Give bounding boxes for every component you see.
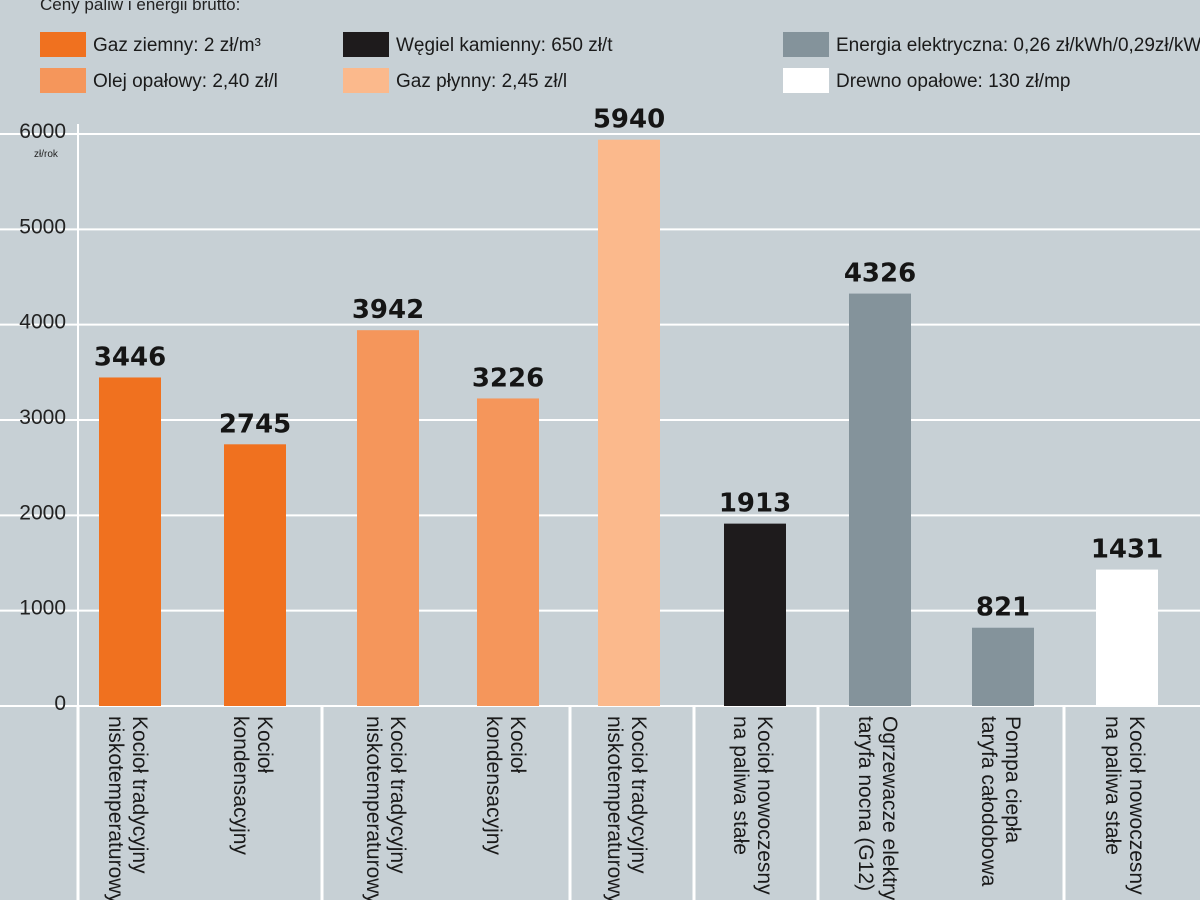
x-tick-label: Kocioł nowoczesnyna paliwa stałe — [1101, 716, 1148, 895]
x-category-label: Kociołkondensacyjny — [229, 716, 276, 855]
y-axis-unit: zł/rok — [34, 149, 59, 160]
x-tick-line: Kocioł tradycyjny — [386, 716, 409, 874]
x-tick-line: Pompa ciepła — [1001, 716, 1024, 844]
legend-swatch — [783, 68, 829, 93]
legend: Gaz ziemny: 2 zł/m³ Węgiel kamienny: 650 … — [40, 32, 1200, 93]
y-tick-label: 3000 — [19, 406, 66, 429]
bar-value-label: 821 — [976, 593, 1030, 623]
x-tick-line: Kocioł — [506, 716, 529, 774]
bar — [849, 293, 911, 706]
y-tick-label: 1000 — [19, 597, 66, 620]
x-tick-line: niskotemperaturowy — [362, 716, 385, 900]
x-tick-line: na paliwa stałe — [729, 716, 752, 855]
x-category-label: Kocioł tradycyjnyniskotemperaturowy — [104, 716, 151, 900]
x-tick-line: niskotemperaturowy — [603, 716, 626, 900]
bars: 3446 2745 3942 3226 5940 1913 4326 821 1431 — [94, 105, 1163, 707]
legend-label: Gaz ziemny: 2 zł/m³ — [93, 35, 261, 56]
x-tick-line: kondensacyjny — [229, 716, 252, 855]
bar-value-label: 1913 — [719, 489, 791, 519]
x-tick-label: Kocioł tradycyjnyniskotemperaturowy — [603, 716, 650, 900]
chart-title: Ceny paliw i energii brutto: — [40, 0, 240, 14]
x-category-label: Kocioł tradycyjnyniskotemperaturowy — [362, 716, 409, 900]
bar — [99, 377, 161, 706]
bar — [357, 330, 419, 706]
bar-value-label: 3942 — [352, 295, 424, 325]
x-tick-line: niskotemperaturowy — [104, 716, 127, 900]
legend-swatch — [40, 68, 86, 93]
bar-value-label: 5940 — [593, 105, 665, 135]
legend-swatch — [40, 32, 86, 57]
x-tick-line: kondensacyjny — [482, 716, 505, 855]
y-tick-label: 5000 — [19, 215, 66, 238]
bar — [598, 139, 660, 707]
x-tick-line: Kocioł nowoczesny — [753, 716, 776, 895]
x-category-label: Pompa ciepłataryfa całodobowa — [977, 716, 1024, 887]
x-tick-label: Kocioł tradycyjnyniskotemperaturowy — [362, 716, 409, 900]
x-tick-label: Kocioł tradycyjnyniskotemperaturowy — [104, 716, 151, 900]
x-category-label: Kocioł nowoczesnyna paliwa stałe — [1101, 716, 1148, 895]
bar-value-label: 3446 — [94, 342, 166, 372]
x-tick-label: Pompa ciepłataryfa całodobowa — [977, 716, 1024, 887]
x-tick-line: Kocioł nowoczesny — [1125, 716, 1148, 895]
x-tick-label: Kocioł nowoczesnyna paliwa stałe — [729, 716, 776, 895]
bar-value-label: 1431 — [1091, 535, 1163, 565]
bar — [972, 627, 1034, 706]
x-tick-label: Kociołkondensacyjny — [229, 716, 276, 855]
legend-label: Węgiel kamienny: 650 zł/t — [396, 35, 613, 56]
bar — [1096, 569, 1158, 706]
legend-swatch — [783, 32, 829, 57]
x-tick-line: Kocioł tradycyjny — [128, 716, 151, 874]
legend-label: Gaz płynny: 2,45 zł/l — [396, 71, 567, 92]
y-tick-label: 2000 — [19, 501, 66, 524]
bar-value-label: 3226 — [472, 363, 544, 393]
bar — [724, 523, 786, 706]
x-axis-categories: Kocioł tradycyjnyniskotemperaturowy Kocio… — [76, 706, 1148, 900]
bar — [224, 444, 286, 706]
y-tick-label: 0 — [54, 692, 66, 715]
x-tick-line: Ogrzewacze elektryczne — [878, 716, 901, 900]
x-tick-label: Ogrzewacze elektrycznetaryfa nocna (G12) — [854, 716, 901, 900]
x-category-label: Kocioł tradycyjnyniskotemperaturowy — [603, 716, 650, 900]
bar-value-label: 2745 — [219, 409, 291, 439]
x-tick-line: Kocioł tradycyjny — [627, 716, 650, 874]
bar-value-label: 4326 — [844, 259, 916, 289]
legend-label: Energia elektryczna: 0,26 zł/kWh/0,29zł/… — [836, 35, 1200, 56]
y-tick-label: 4000 — [19, 311, 66, 334]
x-category-label: Kociołkondensacyjny — [482, 716, 529, 855]
x-category-label: Kocioł nowoczesnyna paliwa stałe — [729, 716, 776, 895]
x-category-label: Ogrzewacze elektrycznetaryfa nocna (G12) — [854, 716, 901, 900]
x-tick-line: Kocioł — [253, 716, 276, 774]
x-tick-line: taryfa nocna (G12) — [854, 716, 877, 891]
legend-label: Drewno opałowe: 130 zł/mp — [836, 71, 1070, 92]
legend-swatch — [343, 32, 389, 57]
bar — [477, 398, 539, 706]
y-tick-label: 6000 — [19, 120, 66, 143]
x-tick-line: na paliwa stałe — [1101, 716, 1124, 855]
x-tick-label: Kociołkondensacyjny — [482, 716, 529, 855]
legend-swatch — [343, 68, 389, 93]
legend-label: Olej opałowy: 2,40 zł/l — [93, 71, 278, 92]
x-tick-line: taryfa całodobowa — [977, 716, 1000, 887]
